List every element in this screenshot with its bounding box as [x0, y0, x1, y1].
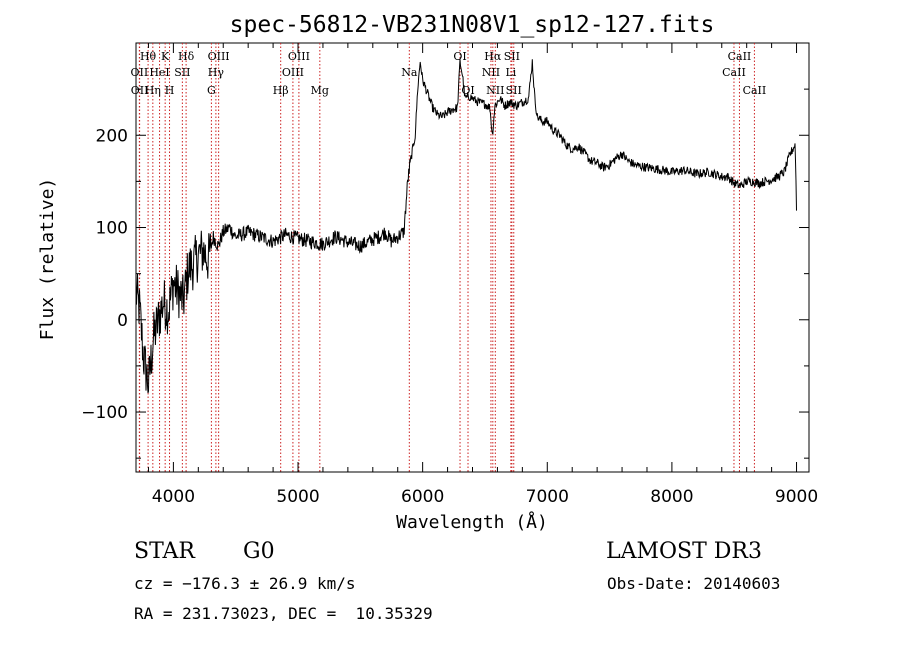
x-tick-label: 7000	[526, 487, 569, 507]
spectral-line-label: G	[207, 84, 216, 97]
spectral-line-label: CaII	[728, 50, 752, 63]
coordinates: RA = 231.73023, DEC = 10.35329	[134, 604, 433, 623]
spectral-line-label: OIII	[208, 50, 230, 63]
spectral-line-label: CaII	[722, 66, 746, 79]
x-tick-label: 9000	[775, 487, 818, 507]
x-tick-label: 6000	[401, 487, 444, 507]
spectral-line-label: NII	[482, 66, 500, 79]
spectral-line-label: Hδ	[178, 50, 195, 63]
x-tick-label: 4000	[152, 487, 195, 507]
redshift-readout: cz = −176.3 ± 26.9 km/s	[134, 574, 356, 593]
y-axis-ticks: −100 0 100 200	[81, 88, 809, 459]
spectral-line-label: SII	[504, 50, 520, 63]
spectral-line-label: OII	[131, 66, 149, 79]
x-axis-ticks: 4000 5000 6000 7000 8000 9000	[147, 43, 818, 507]
object-subclass: G0	[243, 539, 275, 564]
y-tick-label: −100	[81, 403, 128, 423]
spectral-line-label: OII	[131, 84, 149, 97]
spectral-line-label: OI	[453, 50, 466, 63]
spectral-line-label: OIII	[282, 66, 304, 79]
spectral-line-label: NII	[486, 84, 504, 97]
spectral-line-label: H	[165, 84, 175, 97]
spectral-line-label: Hα	[484, 50, 502, 63]
spectral-line-label: Li	[505, 66, 516, 79]
survey-name: LAMOST DR3	[606, 539, 762, 564]
x-tick-label: 8000	[650, 487, 693, 507]
spectral-line-label: Hγ	[208, 66, 225, 79]
spectral-line-label: Hθ	[140, 50, 157, 63]
chart-title: spec-56812-VB231N08V1_sp12-127.fits	[230, 12, 715, 38]
obs-date: Obs-Date: 20140603	[607, 574, 781, 593]
y-tick-label: 200	[96, 126, 128, 146]
object-class: STAR	[134, 539, 195, 564]
spectral-line-label: Mg	[311, 84, 329, 97]
y-axis-label: Flux (relative)	[37, 178, 58, 341]
spectral-line-label: Hβ	[273, 84, 289, 97]
spectral-line-label: SII	[174, 66, 190, 79]
spectral-line-label: Na	[401, 66, 418, 79]
plot-frame	[135, 42, 810, 473]
spectral-line-label: HeI	[149, 66, 169, 79]
x-axis-label: Wavelength (Å)	[396, 511, 548, 533]
spectral-line-label: CaII	[743, 84, 767, 97]
spectral-line-labels: Hθ OII OII K HeI Hη Hδ SII H OIII Hγ G OIII OIII Hβ Mg N…	[131, 50, 767, 97]
y-tick-label: 0	[117, 311, 128, 331]
spectral-line-markers	[138, 43, 755, 472]
spectral-line-label: OIII	[288, 50, 310, 63]
x-tick-label: 5000	[276, 487, 319, 507]
flux-series-line	[135, 58, 797, 394]
y-tick-label: 100	[96, 219, 128, 239]
spectral-line-label: SII	[506, 84, 522, 97]
spectral-line-label: Hη	[145, 84, 161, 97]
spectral-line-label: K	[161, 50, 170, 63]
